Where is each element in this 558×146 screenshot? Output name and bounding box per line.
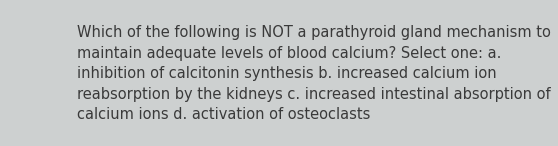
Text: Which of the following is NOT a parathyroid gland mechanism to
maintain adequate: Which of the following is NOT a parathyr… — [76, 25, 551, 122]
